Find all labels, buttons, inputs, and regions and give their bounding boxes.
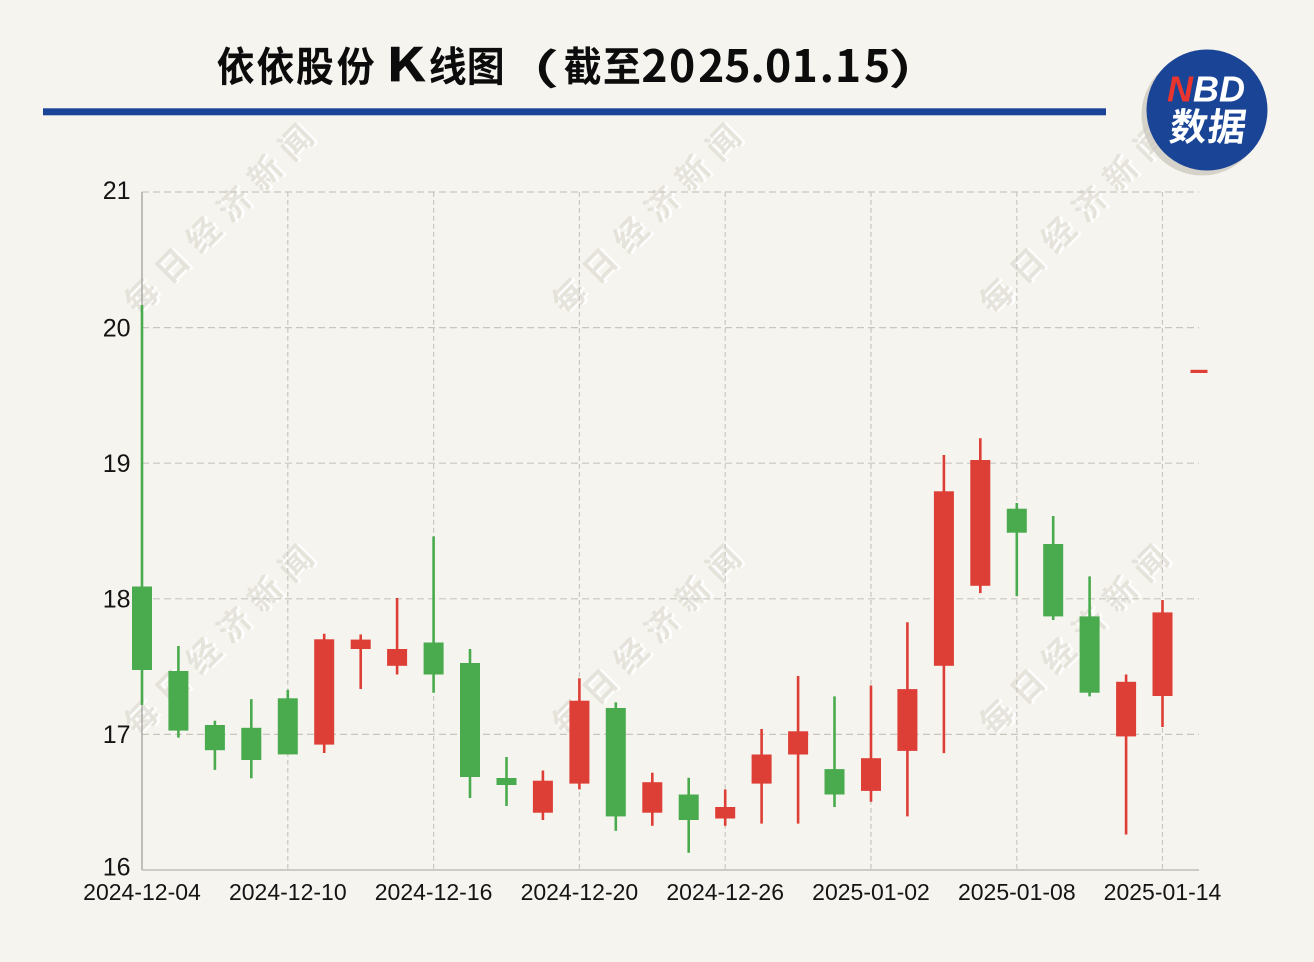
svg-text:21: 21 <box>103 177 131 205</box>
svg-text:17: 17 <box>103 721 131 749</box>
svg-text:2024-12-16: 2024-12-16 <box>375 879 493 905</box>
svg-text:2025-01-08: 2025-01-08 <box>958 879 1076 905</box>
svg-text:16: 16 <box>103 853 131 881</box>
svg-text:18: 18 <box>103 586 131 614</box>
svg-text:2024-12-04: 2024-12-04 <box>83 879 201 905</box>
svg-text:NBD: NBD <box>1167 69 1245 110</box>
svg-text:2024-12-26: 2024-12-26 <box>666 879 784 905</box>
svg-text:2024-12-20: 2024-12-20 <box>521 879 639 905</box>
svg-text:20: 20 <box>103 314 131 342</box>
svg-text:2025-01-02: 2025-01-02 <box>812 879 930 905</box>
svg-text:2024-12-10: 2024-12-10 <box>229 879 347 905</box>
svg-text:2025-01-14: 2025-01-14 <box>1104 879 1222 905</box>
svg-text:19: 19 <box>103 450 131 478</box>
